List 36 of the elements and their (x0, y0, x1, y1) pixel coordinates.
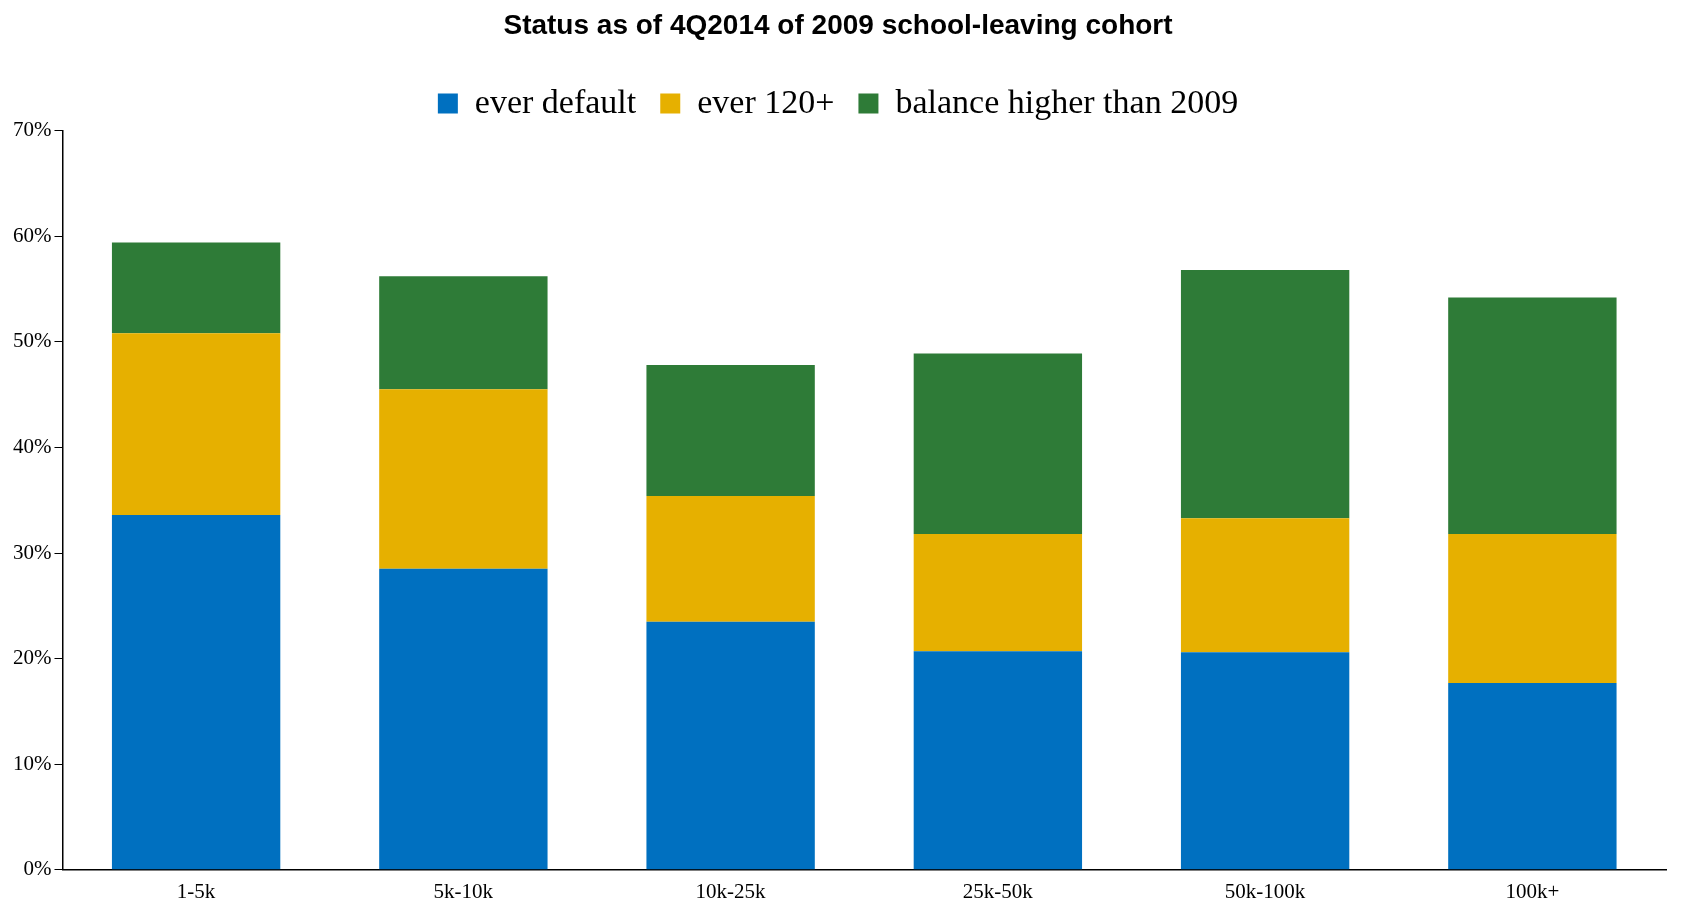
bar (111, 333, 281, 515)
bar (1448, 297, 1617, 534)
bar (379, 389, 548, 569)
y-tick-label: 70% (12, 117, 52, 142)
legend-label: ever 120+ (697, 82, 835, 120)
bar (913, 533, 1083, 652)
bar (111, 242, 281, 334)
bar (379, 568, 548, 870)
bar (379, 276, 548, 390)
bar (1180, 652, 1350, 870)
chart-title: Status as of 4Q2014 of 2009 school-leaving cohort (503, 8, 1173, 40)
bar (1180, 269, 1350, 519)
x-tick-label: 100k+ (1505, 878, 1560, 903)
legend-label: balance higher than 2009 (895, 82, 1239, 120)
bar (1448, 533, 1617, 683)
bar (1448, 682, 1617, 870)
y-tick-label: 0% (23, 856, 52, 881)
y-tick-label: 40% (12, 433, 52, 458)
bar (646, 621, 815, 870)
bar (1180, 518, 1350, 653)
y-tick-label: 30% (12, 539, 52, 564)
x-tick-label: 1-5k (176, 878, 216, 903)
x-tick-label: 10k-25k (695, 878, 767, 903)
x-tick-label: 5k-10k (433, 878, 494, 903)
y-tick-label: 20% (12, 645, 52, 670)
bar (913, 651, 1083, 870)
x-tick-label: 50k-100k (1224, 878, 1306, 903)
y-tick-label: 50% (12, 328, 52, 353)
y-tick-label: 10% (12, 750, 52, 775)
bar (646, 365, 815, 496)
x-tick-label: 25k-50k (962, 878, 1034, 903)
legend-label: ever default (474, 82, 637, 120)
bar (646, 495, 815, 622)
y-tick-label: 60% (12, 222, 52, 247)
bar (913, 353, 1083, 534)
bar (111, 514, 281, 870)
